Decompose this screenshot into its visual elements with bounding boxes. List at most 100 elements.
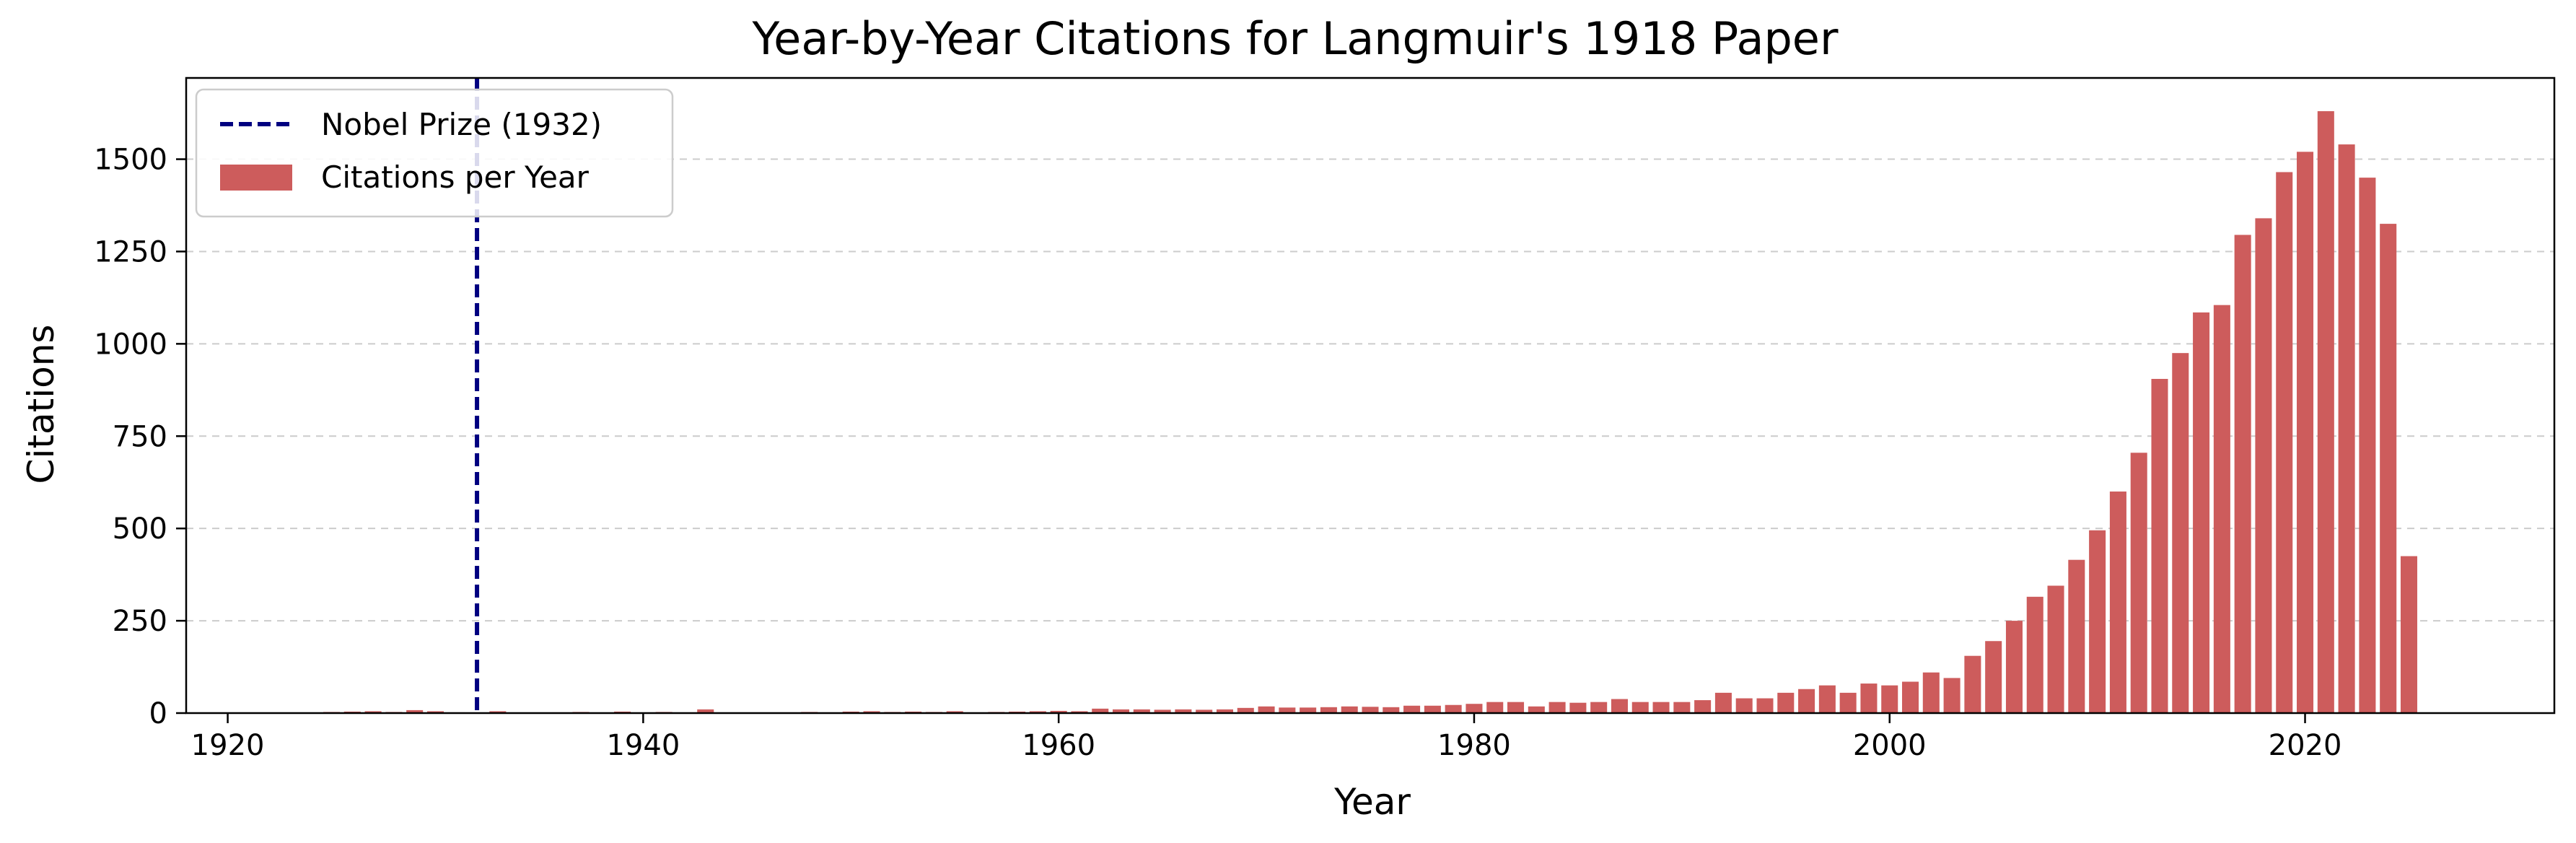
y-axis-label: Citations xyxy=(20,325,62,484)
bar xyxy=(1466,704,1483,713)
bar xyxy=(1548,702,1566,713)
bar xyxy=(1133,709,1150,713)
bar xyxy=(946,711,963,713)
bar xyxy=(1860,683,1878,713)
bar xyxy=(1798,689,1815,713)
y-tick-label: 1000 xyxy=(94,328,167,361)
bar xyxy=(1818,685,1836,713)
y-tick-label: 1250 xyxy=(94,235,167,268)
y-tick-label: 250 xyxy=(113,605,167,638)
bar xyxy=(1881,685,1898,713)
bar xyxy=(2151,378,2168,713)
x-tick-label: 1980 xyxy=(1437,729,1511,762)
bar xyxy=(1403,705,1421,713)
bar xyxy=(2172,353,2189,713)
bar xyxy=(863,711,880,713)
x-tick-label: 1960 xyxy=(1022,729,1095,762)
bar xyxy=(1735,698,1753,713)
bar xyxy=(1756,698,1774,713)
x-tick-label: 1920 xyxy=(191,729,265,762)
x-axis-label: Year xyxy=(1333,781,1411,823)
bar xyxy=(1964,655,1981,713)
bar xyxy=(1175,709,1192,713)
bar xyxy=(2380,224,2397,713)
bar xyxy=(2089,530,2106,713)
bar xyxy=(426,711,444,713)
bar xyxy=(1714,692,1732,713)
bar xyxy=(1528,706,1545,713)
bar xyxy=(1694,700,1712,713)
bar xyxy=(1985,641,2002,713)
y-axis-ticks: 0 250 500 750 1000 1250 1500 xyxy=(94,144,186,730)
bar xyxy=(1486,702,1504,713)
bar xyxy=(1300,707,1317,713)
bar xyxy=(406,709,424,713)
bar xyxy=(1777,692,1795,713)
bar xyxy=(2026,596,2043,713)
bar xyxy=(1569,702,1587,713)
x-tick-label: 1940 xyxy=(606,729,680,762)
bar xyxy=(1050,710,1067,713)
x-tick-label: 2020 xyxy=(2269,729,2342,762)
bar xyxy=(2234,235,2251,713)
bar xyxy=(1590,702,1608,713)
bar xyxy=(1113,709,1130,713)
bar xyxy=(1216,709,1233,713)
bar xyxy=(1507,702,1525,713)
bar xyxy=(1839,692,1857,713)
bar xyxy=(2255,218,2272,714)
bar xyxy=(1092,708,1109,713)
bar xyxy=(1445,704,1462,713)
bar xyxy=(2400,556,2417,713)
bar xyxy=(1320,707,1337,713)
x-axis-ticks: 1920 1940 1960 1980 2000 2020 xyxy=(191,713,2342,762)
bar xyxy=(1237,707,1254,713)
bar xyxy=(2276,172,2293,714)
y-tick-label: 0 xyxy=(149,697,167,730)
y-tick-label: 750 xyxy=(113,420,167,453)
bar xyxy=(1279,707,1296,713)
bar xyxy=(1424,705,1441,713)
x-tick-label: 2000 xyxy=(1853,729,1927,762)
y-tick-label: 500 xyxy=(113,512,167,546)
bar xyxy=(1362,707,1379,713)
bar xyxy=(1652,702,1670,713)
y-tick-label: 1500 xyxy=(94,144,167,177)
bar xyxy=(2317,111,2334,713)
bar xyxy=(1383,707,1400,713)
legend-bars-swatch xyxy=(220,165,292,191)
bar xyxy=(1029,711,1046,713)
bar xyxy=(2297,152,2314,714)
bar xyxy=(1258,706,1275,713)
bar xyxy=(2109,492,2126,713)
bar xyxy=(2068,559,2085,713)
bar xyxy=(1071,711,1088,713)
bar xyxy=(2213,305,2230,714)
bar xyxy=(2047,585,2064,713)
bar xyxy=(1611,699,1628,713)
bar xyxy=(2130,453,2147,713)
bar xyxy=(1196,709,1213,713)
bar xyxy=(2193,312,2210,713)
bar xyxy=(1902,681,1919,713)
legend-bars-label: Citations per Year xyxy=(321,160,590,195)
bar xyxy=(489,711,507,713)
bar xyxy=(697,709,714,713)
legend-frame xyxy=(195,88,674,218)
legend-nobel-label: Nobel Prize (1932) xyxy=(321,107,602,142)
bar xyxy=(1631,702,1649,713)
bars-series xyxy=(323,111,2417,714)
plot-frame xyxy=(185,77,2556,715)
bar xyxy=(364,711,382,713)
legend: Nobel Prize (1932) Citations per Year xyxy=(195,88,674,218)
bar xyxy=(1673,702,1691,713)
bar xyxy=(1922,672,1940,713)
bar xyxy=(2359,178,2376,714)
bar xyxy=(2005,621,2023,713)
bar xyxy=(1943,678,1961,713)
chart-title: Year-by-Year Citations for Langmuir's 19… xyxy=(752,12,1839,65)
bar xyxy=(2338,144,2355,713)
bar xyxy=(1341,706,1358,713)
bar xyxy=(1154,709,1171,713)
